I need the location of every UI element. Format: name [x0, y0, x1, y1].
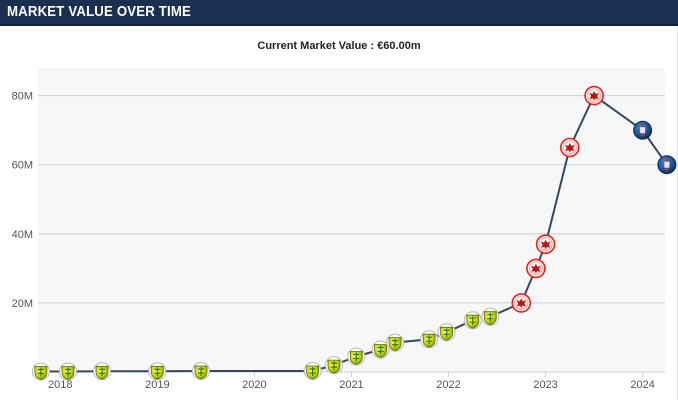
- chart-title: MARKET VALUE OVER TIME: [7, 3, 192, 20]
- data-point-nantes[interactable]: [420, 330, 439, 349]
- data-point-nantes[interactable]: [192, 362, 210, 380]
- x-tick-label: 2022: [436, 379, 460, 391]
- data-point-nantes[interactable]: [481, 307, 500, 326]
- data-point-nantes[interactable]: [303, 362, 322, 380]
- data-point-psg[interactable]: [633, 120, 653, 140]
- data-point-frankfurt[interactable]: [526, 258, 546, 279]
- data-point-frankfurt[interactable]: [559, 137, 580, 158]
- data-point-frankfurt[interactable]: [535, 234, 556, 254]
- data-point-nantes[interactable]: [31, 362, 50, 381]
- data-point-psg[interactable]: [657, 155, 677, 175]
- data-point-nantes[interactable]: [93, 362, 111, 381]
- data-point-nantes[interactable]: [59, 362, 77, 381]
- plot-background: [38, 68, 665, 372]
- y-tick-label: 20M: [12, 298, 33, 310]
- data-point-frankfurt[interactable]: [511, 293, 532, 313]
- data-point-markers: [31, 85, 677, 381]
- data-point-nantes[interactable]: [386, 333, 405, 352]
- x-tick-label: 2020: [242, 379, 266, 391]
- x-tick-label: 2023: [533, 379, 557, 391]
- data-point-nantes[interactable]: [148, 362, 167, 381]
- current-market-value: Current Market Value : €60.00m: [257, 40, 421, 52]
- y-axis-ticks: 20M 40M 60M 80M: [12, 91, 33, 310]
- x-tick-label: 2019: [145, 379, 169, 391]
- y-tick-label: 40M: [12, 229, 33, 241]
- chart-header: MARKET VALUE OVER TIME: [0, 0, 678, 26]
- x-tick-label: 2024: [630, 379, 654, 391]
- data-point-nantes[interactable]: [347, 347, 366, 366]
- y-tick-label: 60M: [12, 160, 33, 172]
- data-point-nantes[interactable]: [437, 323, 456, 342]
- y-tick-label: 80M: [12, 91, 33, 103]
- data-point-frankfurt[interactable]: [584, 85, 604, 106]
- x-tick-label: 2018: [48, 379, 72, 391]
- x-tick-label: 2021: [339, 379, 363, 391]
- x-axis-ticks: 2018 2019 2020 2021 2022 2023 2024: [48, 372, 655, 391]
- data-point-nantes[interactable]: [325, 356, 343, 375]
- data-point-nantes[interactable]: [371, 340, 390, 359]
- data-point-nantes[interactable]: [463, 311, 482, 330]
